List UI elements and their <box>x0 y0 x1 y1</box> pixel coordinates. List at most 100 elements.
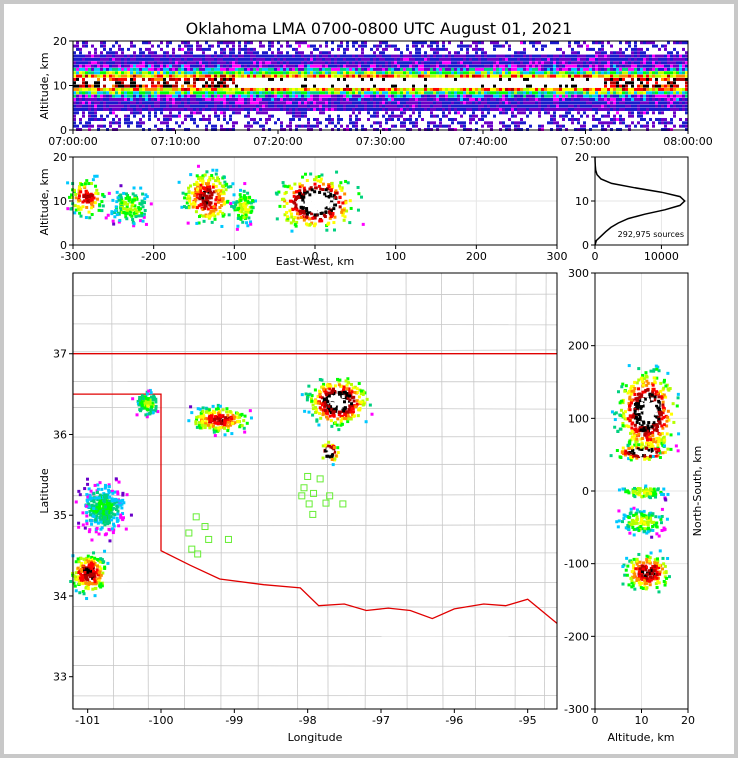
time-height-point <box>556 77 559 81</box>
ew-point <box>319 207 323 211</box>
time-height-point <box>253 81 256 85</box>
time-height-point <box>103 94 106 98</box>
time-height-point <box>358 87 361 91</box>
time-height-point <box>280 97 283 101</box>
time-height-point <box>511 84 514 88</box>
time-height-point <box>307 54 310 58</box>
time-height-point <box>472 84 475 88</box>
time-height-point <box>358 67 361 71</box>
time-height-point <box>172 64 175 68</box>
time-height-point <box>634 84 637 88</box>
time-height-point <box>217 107 220 111</box>
time-height-point <box>73 124 76 128</box>
time-height-point <box>607 74 610 78</box>
time-height-point <box>121 104 124 108</box>
time-height-point <box>343 74 346 78</box>
time-height-point <box>670 87 673 91</box>
time-height-point <box>238 107 241 111</box>
time-height-point <box>379 121 382 125</box>
time-height-point <box>652 107 655 111</box>
time-height-point <box>622 64 625 68</box>
time-height-point <box>166 61 169 65</box>
time-height-point <box>589 74 592 78</box>
time-height-point <box>82 81 85 85</box>
time-height-point <box>673 94 676 98</box>
time-height-point <box>130 111 133 115</box>
time-height-point <box>364 64 367 68</box>
time-height-point <box>661 121 664 125</box>
time-height-point <box>391 54 394 58</box>
time-height-point <box>100 91 103 95</box>
time-height-point <box>367 77 370 81</box>
time-height-point <box>430 71 433 75</box>
time-height-point <box>445 124 448 128</box>
time-height-point <box>421 67 424 71</box>
time-height-point <box>391 91 394 95</box>
time-height-point <box>190 91 193 95</box>
time-height-point <box>649 91 652 95</box>
time-height-point <box>376 61 379 65</box>
time-height-point <box>274 54 277 58</box>
time-height-point <box>664 124 667 128</box>
time-height-point <box>373 74 376 78</box>
time-height-point <box>340 57 343 61</box>
time-height-point <box>331 71 334 75</box>
time-height-point <box>403 74 406 78</box>
time-height-point <box>184 104 187 108</box>
time-height-point <box>313 61 316 65</box>
time-height-point <box>106 71 109 75</box>
time-height-point <box>328 114 331 118</box>
time-height-point <box>301 67 304 71</box>
time-height-point <box>589 104 592 108</box>
time-height-point <box>154 51 157 55</box>
time-height-point <box>475 54 478 58</box>
time-height-point <box>598 54 601 58</box>
time-height-point <box>517 121 520 125</box>
time-height-point <box>391 77 394 81</box>
time-height-point <box>217 57 220 61</box>
time-height-point <box>511 61 514 65</box>
time-height-point <box>595 77 598 81</box>
time-height-point <box>133 107 136 111</box>
time-height-point <box>244 114 247 118</box>
time-height-point <box>193 101 196 105</box>
time-height-point <box>469 121 472 125</box>
time-height-point <box>328 104 331 108</box>
time-height-point <box>568 111 571 115</box>
time-height-point <box>472 97 475 101</box>
time-height-point <box>238 44 241 48</box>
time-height-point <box>301 54 304 58</box>
time-height-point <box>466 91 469 95</box>
time-height-point <box>247 64 250 68</box>
time-height-point <box>439 87 442 91</box>
time-height-point <box>166 51 169 55</box>
time-height-point <box>526 101 529 105</box>
ew-point <box>181 191 185 195</box>
time-height-point <box>631 87 634 91</box>
ew-point <box>321 182 325 186</box>
ew-point <box>198 197 202 201</box>
time-height-point <box>583 97 586 101</box>
time-height-point <box>676 101 679 105</box>
time-height-point <box>214 107 217 111</box>
time-height-point <box>685 87 688 91</box>
time-height-point <box>223 107 226 111</box>
time-height-point <box>286 57 289 61</box>
time-height-point <box>397 54 400 58</box>
time-height-point <box>649 71 652 75</box>
time-height-point <box>481 104 484 108</box>
time-height-point <box>511 97 514 101</box>
time-height-point <box>244 94 247 98</box>
time-height-point <box>244 104 247 108</box>
time-height-point <box>73 51 76 55</box>
time-height-point <box>151 87 154 91</box>
time-height-point <box>430 114 433 118</box>
time-height-point <box>388 57 391 61</box>
time-height-point <box>523 111 526 115</box>
time-height-point <box>355 87 358 91</box>
time-height-point <box>523 121 526 125</box>
time-height-point <box>634 74 637 78</box>
time-height-point <box>496 87 499 91</box>
time-height-point <box>436 74 439 78</box>
time-height-point <box>109 64 112 68</box>
